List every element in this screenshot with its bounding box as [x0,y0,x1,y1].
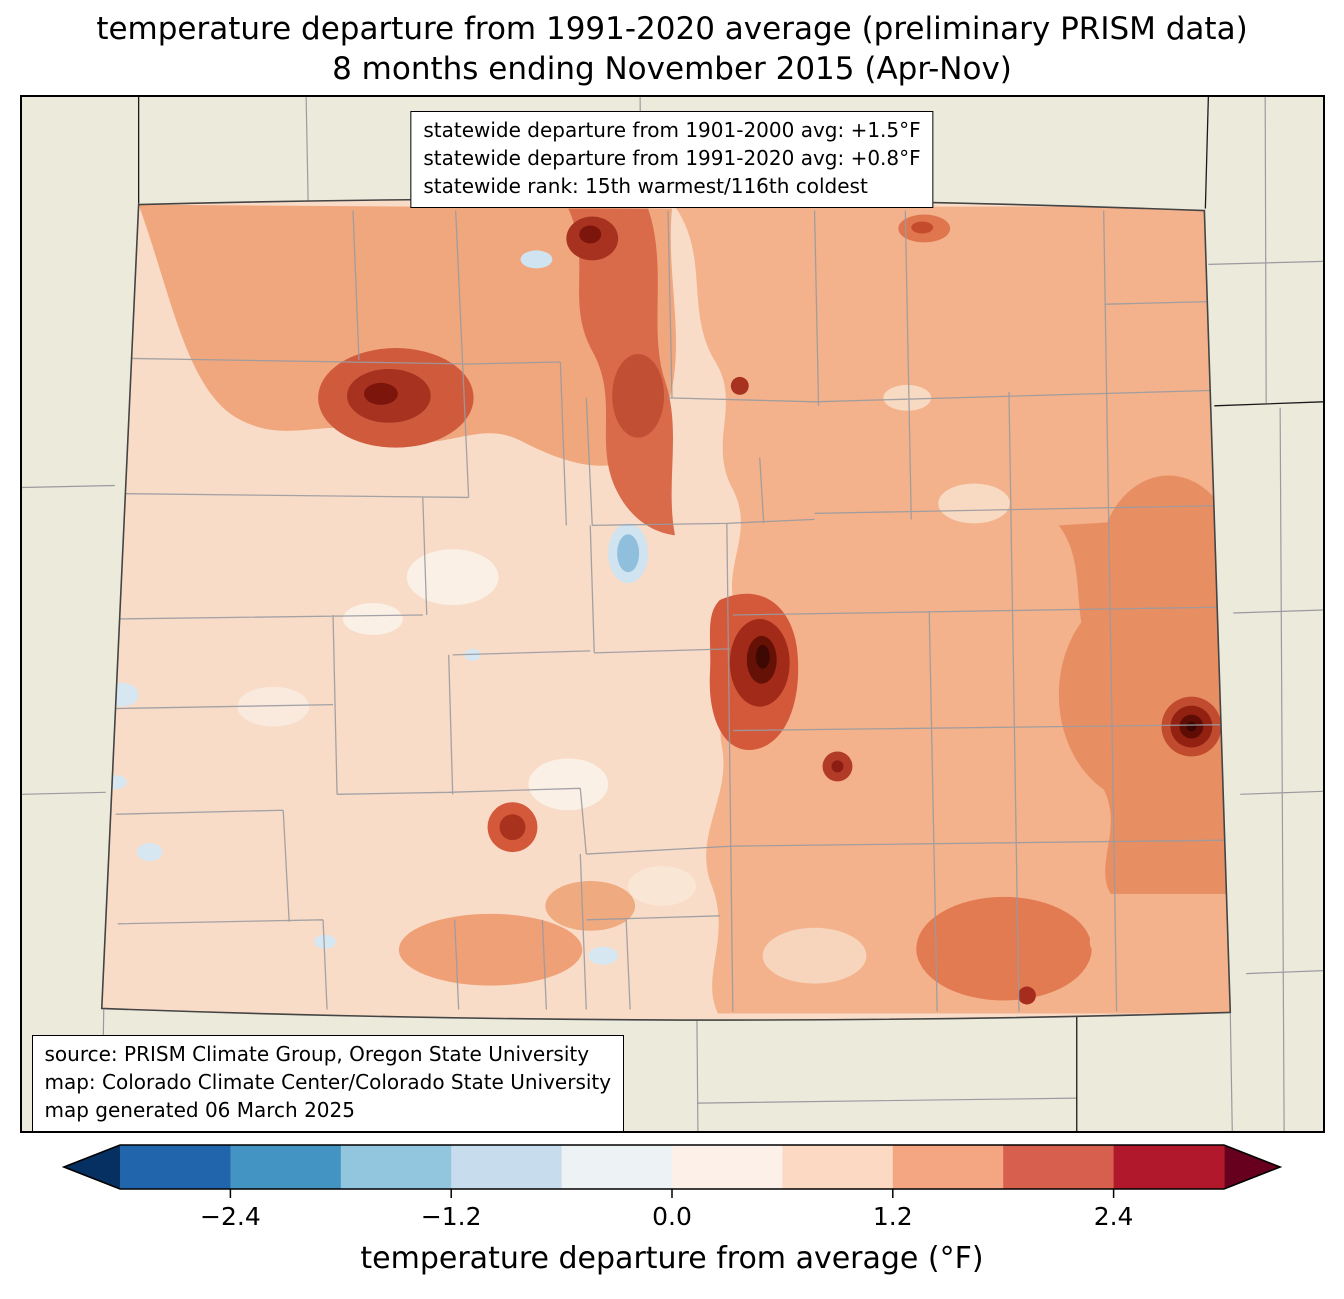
map-figure: statewide departure from 1901-2000 avg: … [19,95,1325,1134]
source-line-1: source: PRISM Climate Group, Oregon Stat… [44,1042,590,1067]
colorbar-gradient [120,1145,1225,1190]
contour-fills [101,199,1230,1021]
title-line-1: temperature departure from 1991-2020 ave… [96,11,1248,47]
stats-line-2: statewide departure from 1991-2020 avg: … [423,145,921,170]
colorbar-tick-label-4: 2.4 [1094,1202,1134,1231]
neighbor-state-lines [21,97,1323,1132]
county-lines [101,210,1230,1012]
source-line-3: map generated 06 March 2025 [44,1097,355,1122]
colorbar-tick-label-3: 1.2 [873,1202,913,1231]
colorbar-over-arrow [1224,1145,1280,1190]
source-box: source: PRISM Climate Group, Oregon Stat… [31,1035,625,1133]
colorbar-outline [61,1144,1283,1191]
colorbar: −2.4 −1.2 0.0 1.2 2.4 [61,1143,1283,1239]
stats-line-1: statewide departure from 1901-2000 avg: … [423,118,921,143]
page-title: temperature departure from 1991-2020 ave… [0,0,1344,89]
colorbar-svg: −2.4 −1.2 0.0 1.2 2.4 [61,1144,1283,1231]
source-line-2: map: Colorado Climate Center/Colorado St… [44,1069,612,1094]
title-line-2: 8 months ending November 2015 (Apr-Nov) [332,50,1012,87]
colorbar-ticks [229,1189,1115,1199]
colorbar-axis-label: temperature departure from average (°F) [360,1241,984,1277]
stats-box: statewide departure from 1901-2000 avg: … [410,111,934,209]
colorbar-tick-label-2: 0.0 [652,1202,692,1231]
colorbar-tick-label-0: −2.4 [200,1202,261,1231]
map-svg [21,97,1323,1132]
colorbar-under-arrow [64,1145,120,1190]
colorbar-tick-label-1: −1.2 [421,1202,482,1231]
stats-line-3: statewide rank: 15th warmest/116th colde… [423,173,868,198]
